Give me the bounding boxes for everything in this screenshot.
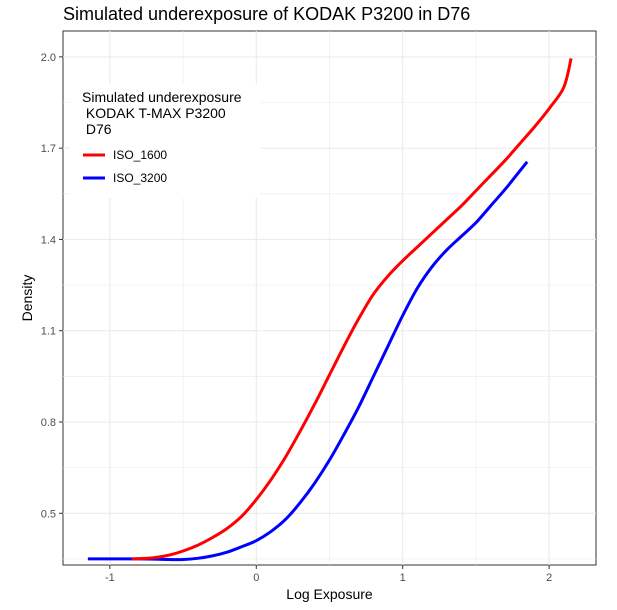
- x-tick-label: 2: [546, 572, 552, 584]
- x-tick-label: -1: [105, 572, 115, 584]
- legend-title-line-2: KODAK T-MAX P3200: [82, 105, 226, 121]
- legend: Simulated underexposure KODAK T-MAX P320…: [70, 84, 260, 198]
- series-lines: [87, 58, 573, 562]
- x-axis-ticks: -1 0 1 2: [105, 565, 552, 584]
- series-line-iso-1600: [131, 58, 573, 561]
- y-tick-label: 1.4: [41, 234, 56, 246]
- x-tick-label: 0: [253, 572, 259, 584]
- y-tick-label: 0.8: [41, 417, 56, 429]
- legend-label-iso-1600: ISO_1600: [113, 148, 167, 162]
- chart-title: Simulated underexposure of KODAK P3200 i…: [63, 4, 470, 24]
- y-tick-label: 0.5: [41, 508, 56, 520]
- x-axis-title: Log Exposure: [286, 586, 373, 602]
- y-axis-ticks: 0.5 0.8 1.1 1.4 1.7 2.0: [41, 52, 63, 520]
- y-tick-label: 2.0: [41, 52, 56, 64]
- x-tick-label: 1: [400, 572, 406, 584]
- y-tick-label: 1.7: [41, 143, 56, 155]
- y-tick-label: 1.1: [41, 326, 56, 338]
- y-axis-title: Density: [19, 275, 35, 322]
- legend-title-line-3: D76: [82, 121, 112, 137]
- legend-label-iso-3200: ISO_3200: [113, 171, 167, 185]
- legend-title-line-1: Simulated underexposure: [82, 89, 242, 105]
- series-line-iso-3200: [87, 160, 529, 562]
